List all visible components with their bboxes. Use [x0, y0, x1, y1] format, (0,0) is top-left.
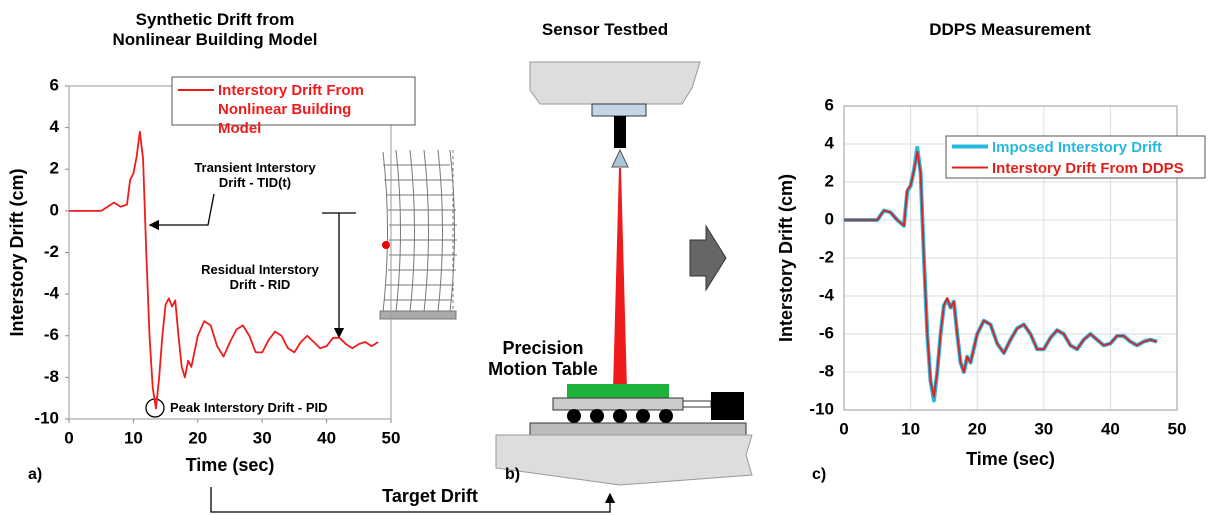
y-tick-label: -4 — [44, 284, 60, 303]
legend-label: Interstory Drift From DDPS — [992, 159, 1202, 178]
y-tick-label: -10 — [34, 408, 59, 427]
x-axis-label: Time (sec) — [966, 449, 1055, 469]
y-tick-label: -6 — [44, 325, 59, 344]
y-axis-label: Interstory Drift (cm) — [776, 174, 796, 342]
panel-label: c) — [812, 466, 826, 484]
figure-canvas: -10-8-6-4-2024601020304050Time (sec)Inte… — [0, 0, 1210, 515]
x-tick-label: 40 — [317, 428, 336, 447]
y-tick-label: 0 — [50, 200, 59, 219]
y-tick-label: 4 — [825, 133, 835, 152]
x-tick-label: 50 — [1168, 419, 1187, 438]
x-tick-label: 10 — [901, 419, 920, 438]
annotation: Residual Interstory Drift - RID — [190, 262, 330, 292]
y-axis-label: Interstory Drift (cm) — [7, 168, 27, 336]
legend-label: Interstory Drift From Nonlinear Building… — [218, 81, 393, 138]
y-tick-label: 2 — [50, 159, 59, 178]
y-tick-label: -10 — [809, 399, 834, 418]
x-tick-label: 50 — [382, 428, 401, 447]
y-tick-label: 4 — [50, 117, 60, 136]
y-tick-label: -2 — [44, 242, 59, 261]
diagram-title: Sensor Testbed — [500, 20, 710, 40]
y-tick-label: -8 — [819, 361, 834, 380]
building-model — [380, 150, 457, 319]
testbed — [496, 62, 752, 485]
x-tick-label: 10 — [124, 428, 143, 447]
x-tick-label: 20 — [968, 419, 987, 438]
y-tick-label: 6 — [825, 95, 834, 114]
chart-title: DDPS Measurement — [900, 20, 1120, 40]
x-tick-label: 20 — [188, 428, 207, 447]
figure: -10-8-6-4-2024601020304050Time (sec)Inte… — [0, 0, 1210, 515]
y-tick-label: -8 — [44, 367, 59, 386]
arrow-label: Target Drift — [340, 486, 520, 507]
tid-arrow — [150, 194, 214, 225]
panel-label: a) — [28, 466, 42, 484]
y-tick-label: -4 — [819, 285, 835, 304]
y-tick-label: 6 — [50, 75, 59, 94]
annotation: Peak Interstory Drift - PID — [170, 400, 390, 415]
panel-label: b) — [505, 466, 520, 484]
x-tick-label: 0 — [839, 419, 848, 438]
x-tick-label: 30 — [253, 428, 272, 447]
x-tick-label: 40 — [1101, 419, 1120, 438]
x-tick-label: 0 — [64, 428, 73, 447]
annotation: Transient Interstory Drift - TID(t) — [180, 160, 330, 190]
y-tick-label: -2 — [819, 247, 834, 266]
x-tick-label: 30 — [1034, 419, 1053, 438]
x-axis-label: Time (sec) — [186, 455, 275, 475]
y-tick-label: 0 — [825, 209, 834, 228]
y-tick-label: -6 — [819, 323, 834, 342]
table-label: Precision Motion Table — [478, 338, 608, 380]
y-tick-label: 2 — [825, 171, 834, 190]
chart-title: Synthetic Drift from Nonlinear Building … — [100, 10, 330, 50]
legend-label: Imposed Interstory Drift — [992, 138, 1202, 157]
model-point — [382, 241, 390, 249]
